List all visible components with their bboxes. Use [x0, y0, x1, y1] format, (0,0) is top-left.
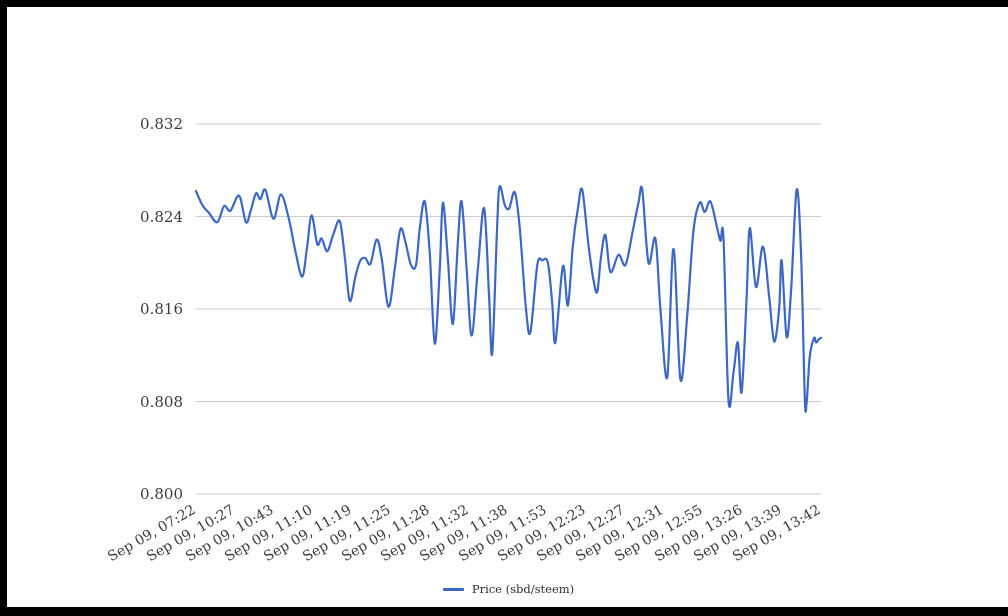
y-tick-label: 0.808 [140, 392, 183, 411]
legend: Price (sbd/steem) [196, 582, 821, 596]
legend-line-swatch [442, 587, 464, 591]
legend-label: Price (sbd/steem) [471, 582, 575, 596]
frame-border-top [0, 0, 1008, 7]
y-tick-label: 0.824 [140, 207, 183, 226]
y-tick-label: 0.800 [140, 485, 183, 503]
frame-border-bottom [0, 607, 1008, 616]
frame-border-left [0, 0, 7, 616]
y-tick-label: 0.832 [140, 115, 183, 133]
plot-area [194, 123, 823, 495]
price-series-line [194, 185, 823, 413]
y-tick-label: 0.816 [140, 300, 183, 318]
